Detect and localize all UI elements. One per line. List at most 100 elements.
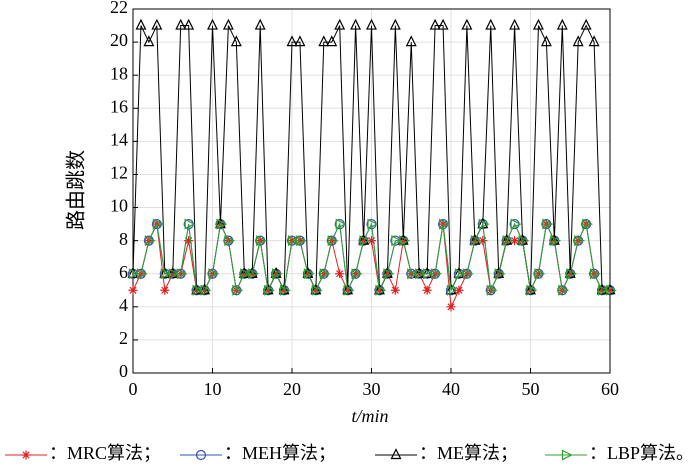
x-axis-label: t/min	[351, 406, 388, 426]
marker	[136, 268, 148, 280]
marker	[556, 18, 568, 30]
y-tick-label: 20	[110, 30, 128, 50]
marker	[143, 35, 155, 47]
marker	[437, 18, 449, 30]
marker	[438, 218, 450, 230]
marker	[160, 268, 172, 280]
marker	[494, 268, 506, 280]
legend-entry: ：MEH算法；	[180, 443, 336, 463]
marker	[502, 235, 514, 247]
y-tick-label: 0	[119, 361, 128, 381]
marker	[534, 268, 546, 280]
marker	[478, 218, 490, 230]
legend-marker	[195, 449, 207, 461]
marker	[390, 285, 400, 295]
marker	[415, 268, 427, 280]
marker	[128, 285, 138, 295]
marker	[367, 236, 376, 246]
marker	[407, 268, 419, 280]
y-axis-label: 路由跳数	[65, 150, 88, 230]
marker	[287, 235, 299, 247]
marker	[200, 284, 212, 296]
marker	[335, 269, 345, 279]
x-tick-label: 0	[129, 379, 138, 399]
legend-marker	[21, 450, 31, 460]
legend-marker	[390, 448, 402, 460]
marker	[318, 35, 330, 47]
marker	[319, 268, 331, 280]
marker	[446, 302, 456, 312]
marker	[470, 235, 482, 247]
marker	[327, 235, 339, 247]
x-tick-label: 30	[363, 379, 381, 399]
marker	[485, 18, 497, 30]
x-tick-label: 20	[283, 379, 301, 399]
marker	[566, 268, 578, 280]
marker	[176, 268, 188, 280]
marker	[184, 236, 194, 246]
marker	[207, 18, 218, 30]
marker	[532, 18, 544, 30]
marker	[295, 235, 307, 247]
legend-marker	[561, 449, 573, 461]
x-tick-label: 60	[601, 379, 619, 399]
marker	[510, 236, 520, 246]
marker	[160, 285, 170, 295]
marker	[383, 268, 395, 280]
marker	[582, 218, 593, 230]
marker	[232, 284, 244, 296]
y-tick-label: 22	[110, 0, 128, 17]
marker	[359, 235, 371, 247]
marker	[326, 35, 338, 47]
marker	[446, 284, 458, 296]
marker	[526, 284, 538, 296]
y-tick-label: 4	[119, 295, 128, 315]
marker	[478, 236, 488, 246]
marker	[144, 235, 156, 247]
marker	[572, 35, 584, 47]
marker	[183, 18, 195, 30]
marker	[224, 235, 236, 247]
marker	[152, 218, 164, 230]
marker	[462, 268, 474, 280]
marker	[135, 18, 147, 30]
marker	[230, 35, 242, 47]
marker	[335, 218, 347, 230]
marker	[222, 18, 234, 30]
x-tick-label: 40	[442, 379, 460, 399]
marker	[303, 268, 315, 280]
marker	[540, 35, 552, 47]
marker	[367, 218, 379, 230]
legend-label: ：LBP算法。	[589, 443, 694, 463]
marker	[461, 18, 473, 30]
marker	[423, 268, 434, 280]
marker	[350, 18, 362, 30]
marker	[605, 284, 617, 296]
marker	[486, 284, 498, 296]
marker	[128, 268, 140, 280]
marker	[286, 35, 298, 47]
marker	[248, 268, 260, 280]
y-tick-label: 8	[119, 229, 128, 249]
y-tick-label: 12	[110, 163, 128, 183]
marker	[422, 285, 432, 295]
marker	[216, 218, 228, 230]
marker	[597, 284, 609, 296]
marker	[272, 268, 283, 280]
marker	[311, 284, 323, 296]
marker	[590, 268, 601, 280]
marker	[454, 285, 464, 295]
marker	[351, 268, 363, 280]
marker	[429, 18, 441, 30]
plot-frame	[132, 8, 611, 374]
marker	[334, 18, 346, 30]
marker	[510, 218, 522, 230]
marker	[550, 235, 562, 247]
marker	[192, 284, 204, 296]
marker	[405, 35, 417, 47]
x-tick-label: 10	[204, 379, 222, 399]
marker	[264, 284, 275, 296]
marker	[399, 235, 411, 247]
y-tick-label: 10	[110, 196, 128, 216]
marker	[175, 18, 187, 30]
